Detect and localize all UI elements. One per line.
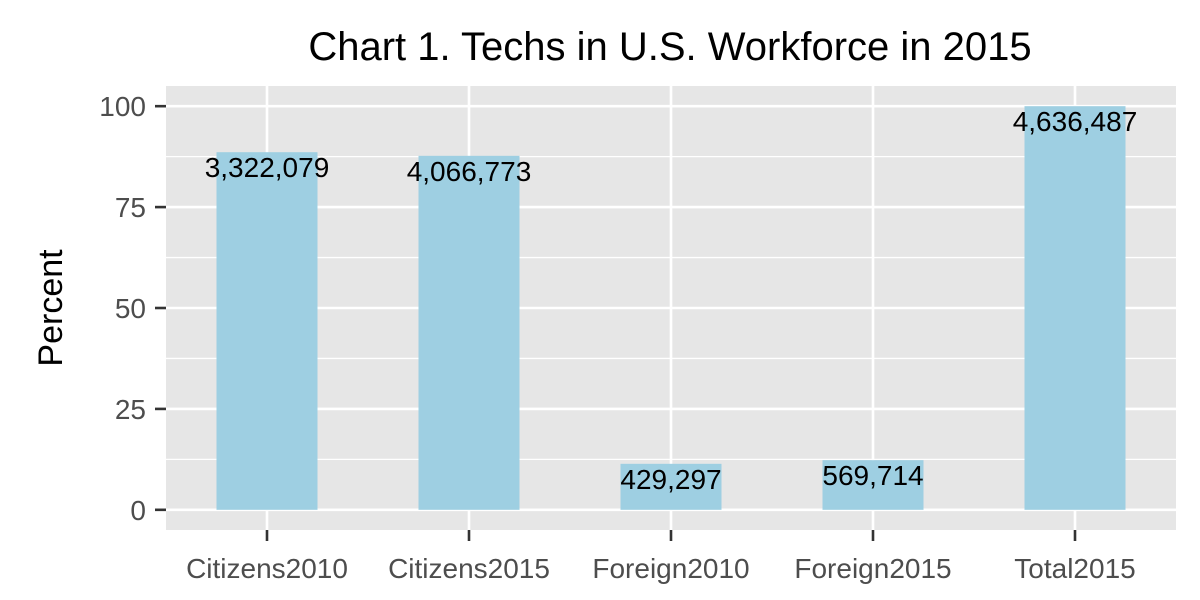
bar-foreign2010 [620, 463, 722, 510]
data-label: 569,714 [822, 460, 923, 491]
y-tick-label: 50 [115, 293, 146, 324]
bars [216, 106, 1126, 510]
data-label: 4,636,487 [1013, 106, 1138, 137]
y-axis-label: Percent [32, 249, 70, 367]
y-axis: 0 25 50 75 100 [99, 91, 166, 526]
x-tick-label: Citizens2010 [186, 553, 348, 584]
data-label: 4,066,773 [407, 156, 532, 187]
x-tick-label: Foreign2010 [592, 553, 749, 584]
chart-title: Chart 1. Techs in U.S. Workforce in 2015 [308, 25, 1031, 69]
bar-citizens2010 [216, 152, 318, 510]
data-label: 429,297 [620, 464, 721, 495]
bar-foreign2015 [822, 460, 924, 510]
bar-total2015 [1024, 106, 1126, 510]
y-tick-label: 25 [115, 394, 146, 425]
data-labels: 3,322,079 4,066,773 429,297 569,714 4,636,48… [205, 106, 1138, 495]
data-label: 3,322,079 [205, 152, 330, 183]
x-tick-label: Foreign2015 [794, 553, 951, 584]
x-tick-label: Total2015 [1014, 553, 1135, 584]
x-axis: Citizens2010 Citizens2015 Foreign2010 Forei… [186, 530, 1136, 584]
y-tick-label: 75 [115, 192, 146, 223]
y-tick-label: 100 [99, 91, 146, 122]
bar-citizens2015 [418, 155, 520, 510]
x-tick-label: Citizens2015 [388, 553, 550, 584]
y-tick-label: 0 [130, 495, 146, 526]
